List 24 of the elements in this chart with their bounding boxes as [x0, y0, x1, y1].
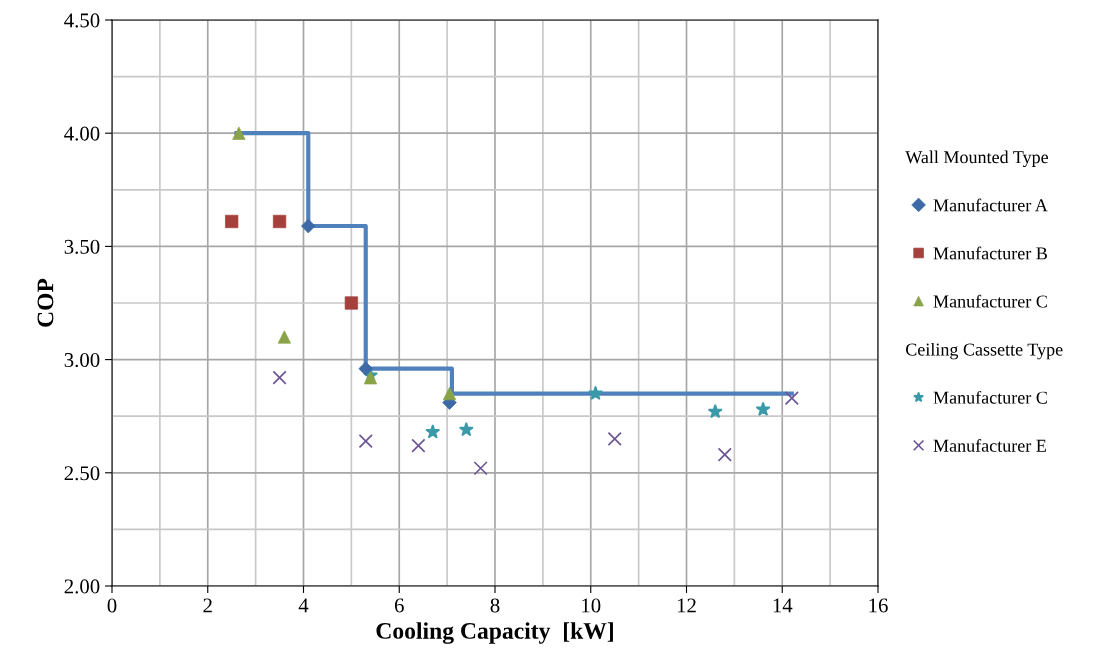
y-tick-label: 3.50	[64, 239, 100, 254]
legend-label: Manufacturer B	[933, 246, 1047, 260]
x-tick-label: 6	[394, 598, 404, 613]
y-tick-label: 2.00	[64, 579, 100, 594]
x-tick-label: 14	[773, 598, 793, 613]
y-tick-label: 3.00	[64, 352, 100, 368]
y-tick-label: 2.50	[64, 466, 100, 481]
x-tick-label: 4	[298, 598, 309, 613]
legend-label: Manufacturer E	[933, 438, 1046, 452]
text: Ceiling Cassette Type	[906, 342, 1063, 360]
x-tick-label: 12	[677, 598, 696, 613]
y-tick-label: 4.50	[64, 13, 100, 28]
x-axis-title: Cooling Capacity [kW]	[376, 622, 613, 644]
x-tick-label: 0	[107, 598, 117, 613]
y-tick-label: 4.00	[64, 126, 100, 141]
legend-label: Manufacturer A	[933, 198, 1048, 212]
y-axis-title: COP	[37, 278, 54, 327]
legend-label: Manufacturer C	[933, 390, 1047, 404]
legend-label: Manufacturer C	[933, 294, 1047, 308]
x-tick-label: 8	[490, 598, 500, 613]
x-tick-label: 2	[203, 598, 212, 613]
x-tick-label: 10	[582, 598, 601, 613]
text: Wall Mounted Type	[905, 150, 1049, 167]
x-tick-label: 16	[869, 598, 888, 613]
